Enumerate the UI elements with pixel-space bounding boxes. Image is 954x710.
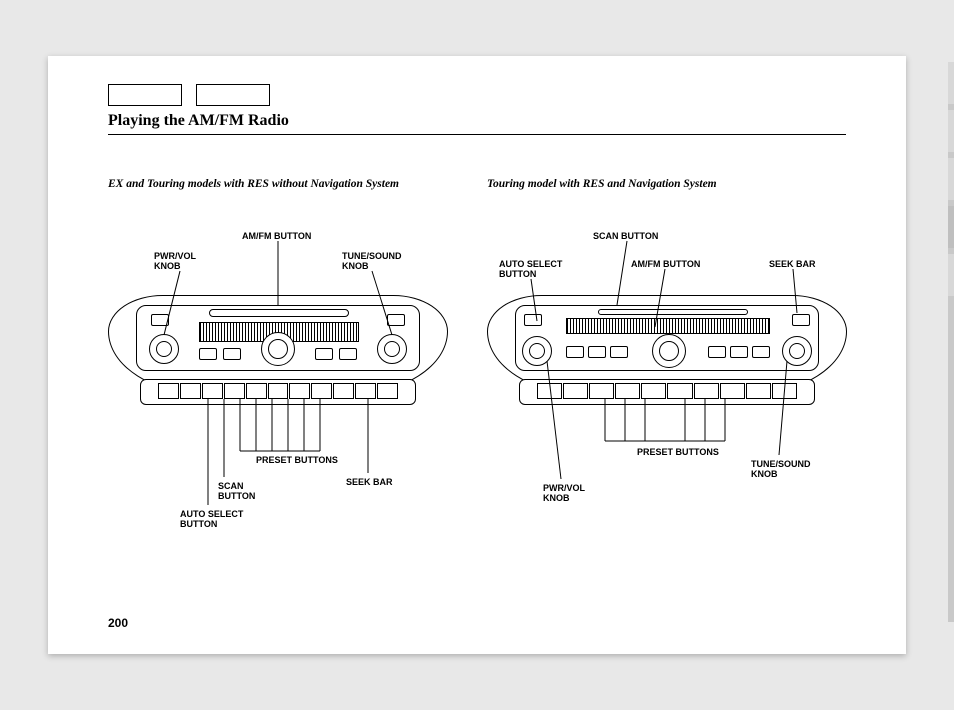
label-preset: PRESET BUTTONS (637, 447, 719, 457)
radio-unit-right (487, 287, 847, 417)
label-autosel: AUTO SELECT BUTTON (499, 259, 562, 280)
label-seek: SEEK BAR (346, 477, 393, 487)
header-box (196, 84, 270, 106)
label-tunesound: TUNE/SOUND KNOB (751, 459, 811, 480)
label-tunesound: TUNE/SOUND KNOB (342, 251, 402, 272)
manual-page: Playing the AM/FM Radio EX and Touring m… (48, 56, 906, 654)
radio-unit-left (108, 287, 448, 417)
label-seek: SEEK BAR (769, 259, 816, 269)
label-pwrvol: PWR/VOL KNOB (154, 251, 196, 272)
left-column: EX and Touring models with RES without N… (108, 177, 467, 551)
left-subtitle: EX and Touring models with RES without N… (108, 177, 467, 211)
side-index-tab (948, 62, 954, 622)
right-column: Touring model with RES and Navigation Sy… (487, 177, 846, 551)
right-diagram: SCAN BUTTON AUTO SELECT BUTTON AM/FM BUT… (487, 231, 846, 551)
label-scan: SCAN BUTTON (593, 231, 658, 241)
label-preset: PRESET BUTTONS (256, 455, 338, 465)
label-amfm: AM/FM BUTTON (242, 231, 311, 241)
content-columns: EX and Touring models with RES without N… (108, 177, 846, 551)
label-autosel: AUTO SELECT BUTTON (180, 509, 243, 530)
right-subtitle: Touring model with RES and Navigation Sy… (487, 177, 846, 211)
page-title: Playing the AM/FM Radio (108, 112, 846, 135)
label-pwrvol: PWR/VOL KNOB (543, 483, 585, 504)
header-index-boxes (108, 84, 846, 106)
label-scan: SCAN BUTTON (218, 481, 255, 502)
label-amfm: AM/FM BUTTON (631, 259, 700, 269)
left-diagram: AM/FM BUTTON PWR/VOL KNOB TUNE/SOUND KNO… (108, 231, 467, 551)
page-number: 200 (108, 616, 128, 630)
header-box (108, 84, 182, 106)
